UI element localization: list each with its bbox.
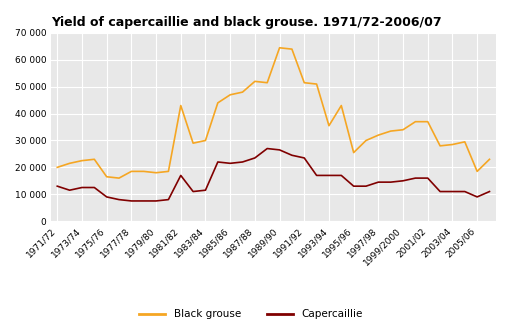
Text: Yield of capercaillie and black grouse. 1971/72-2006/07: Yield of capercaillie and black grouse. … — [51, 16, 442, 29]
Legend: Black grouse, Capercaillie: Black grouse, Capercaillie — [135, 305, 367, 324]
